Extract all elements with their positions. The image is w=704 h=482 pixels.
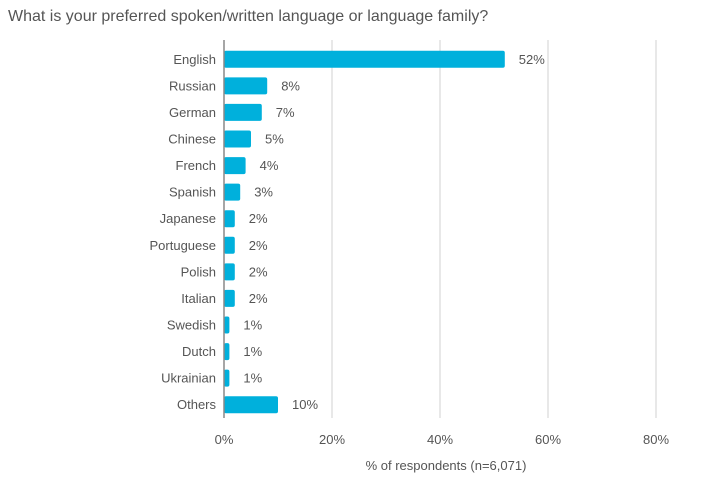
bar xyxy=(224,77,268,95)
x-tick-labels: 0% 20% 40% 60% 80% xyxy=(215,432,670,447)
bar xyxy=(224,396,278,414)
category-label: Spanish xyxy=(169,185,216,200)
bar xyxy=(224,50,505,68)
bar xyxy=(224,263,235,281)
value-labels: 52% 8% 7% 5% 4% 3% 2% 2% 2% 2% 1% 1% 1% 10% xyxy=(243,52,545,412)
bar xyxy=(224,210,235,228)
category-label: Portuguese xyxy=(150,238,217,253)
value-label: 2% xyxy=(249,264,268,279)
value-label: 10% xyxy=(292,397,318,412)
value-label: 1% xyxy=(243,344,262,359)
value-label: 3% xyxy=(254,185,273,200)
value-label: 4% xyxy=(260,158,279,173)
bar xyxy=(224,103,262,121)
value-label: 8% xyxy=(281,78,300,93)
value-label: 1% xyxy=(243,371,262,386)
value-label: 2% xyxy=(249,291,268,306)
bar xyxy=(224,157,246,175)
category-label: German xyxy=(169,105,216,120)
bar xyxy=(224,183,241,201)
category-label: French xyxy=(176,158,216,173)
value-label: 7% xyxy=(276,105,295,120)
x-tick-label: 0% xyxy=(215,432,234,447)
category-label: Polish xyxy=(181,264,216,279)
bar xyxy=(224,369,230,387)
category-label: Dutch xyxy=(182,344,216,359)
category-label: Italian xyxy=(181,291,216,306)
category-label: English xyxy=(173,52,216,67)
value-label: 52% xyxy=(519,52,545,67)
category-label: Chinese xyxy=(168,132,216,147)
value-label: 2% xyxy=(249,238,268,253)
x-tick-label: 40% xyxy=(427,432,453,447)
bars xyxy=(224,50,505,414)
bar xyxy=(224,316,230,334)
x-axis-title: % of respondents (n=6,071) xyxy=(366,458,527,473)
category-labels: English Russian German Chinese French Spanish… xyxy=(150,52,217,412)
x-tick-label: 60% xyxy=(535,432,561,447)
value-label: 2% xyxy=(249,211,268,226)
category-label: Japanese xyxy=(160,211,216,226)
bar xyxy=(224,343,230,361)
bar xyxy=(224,289,235,307)
category-label: Russian xyxy=(169,78,216,93)
bar xyxy=(224,130,251,148)
chart-title: What is your preferred spoken/written la… xyxy=(8,8,489,25)
bar xyxy=(224,236,235,254)
category-label: Ukrainian xyxy=(161,371,216,386)
category-label: Others xyxy=(177,397,217,412)
category-label: Swedish xyxy=(167,318,216,333)
x-tick-label: 20% xyxy=(319,432,345,447)
gridlines xyxy=(331,40,657,418)
value-label: 5% xyxy=(265,132,284,147)
x-tick-label: 80% xyxy=(643,432,669,447)
value-label: 1% xyxy=(243,318,262,333)
